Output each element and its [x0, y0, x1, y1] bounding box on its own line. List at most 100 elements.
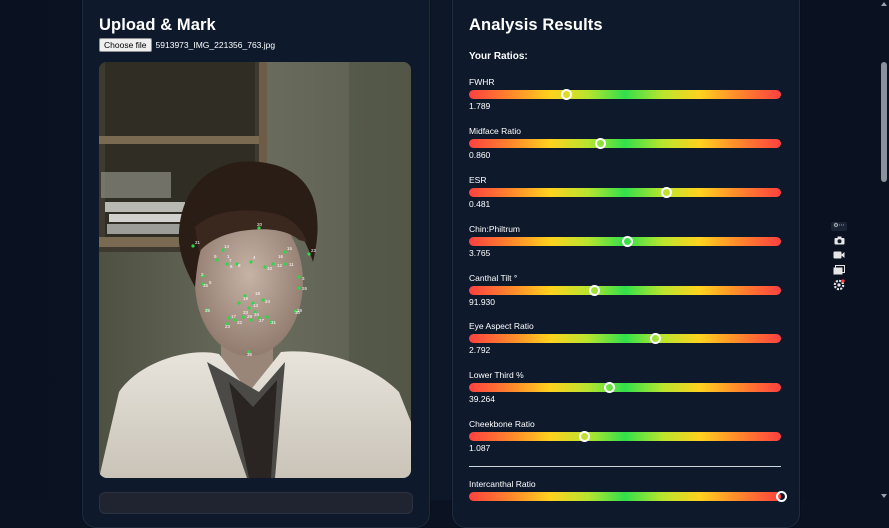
landmark-label: 2: [201, 272, 204, 277]
landmark-label: 3: [302, 276, 305, 281]
metric-midface-ratio: Midface Ratio 0.860: [469, 126, 781, 160]
metric-slider[interactable]: [469, 138, 781, 149]
landmark-label: 6: [230, 264, 233, 269]
metric-slider[interactable]: [469, 382, 781, 393]
landmark-label: 5: [209, 280, 212, 285]
landmark-label: 26: [302, 286, 308, 291]
metric-lower-third: Lower Third % 39.264: [469, 370, 781, 404]
divider: [469, 466, 781, 467]
slider-knob[interactable]: [595, 138, 607, 149]
metric-label: Canthal Tilt °: [469, 273, 518, 283]
metric-chin-philtrum: Chin:Philtrum 3.765: [469, 224, 781, 258]
landmark-label: 12: [277, 263, 283, 268]
uploaded-photo[interactable]: 20 21 14 15 16 22 9 8 7 6 4 11 12 1 10 2…: [99, 62, 411, 478]
metric-intercanthal-ratio: Intercanthal Ratio: [469, 479, 787, 502]
landmark-label: 8: [238, 263, 241, 268]
metric-label: Midface Ratio: [469, 126, 521, 136]
metric-value: 39.264: [469, 394, 495, 404]
metric-label: Intercanthal Ratio: [469, 479, 536, 489]
landmark-label: 29: [297, 308, 303, 313]
landmark-label: 15: [287, 246, 293, 251]
landmark-label: 35: [203, 283, 209, 288]
landmark-label: 22: [311, 248, 317, 253]
metric-slider[interactable]: [469, 187, 781, 198]
file-name: 5913973_IMG_221356_763.jpg: [155, 40, 276, 50]
landmark-label: 7: [229, 258, 232, 263]
metric-cheekbone-ratio: Cheekbone Ratio 1.087: [469, 419, 781, 453]
metric-value: 0.860: [469, 150, 491, 160]
slider-knob[interactable]: [604, 382, 616, 393]
metric-slider[interactable]: [469, 333, 781, 344]
landmark-label: 10: [267, 266, 273, 271]
landmark-label: 25: [205, 308, 211, 313]
landmark-label: 14: [224, 244, 230, 249]
page-scrollbar[interactable]: [879, 0, 889, 500]
metric-eye-aspect-ratio: Eye Aspect Ratio 2.792: [469, 321, 781, 355]
landmark-label: 23: [225, 324, 231, 329]
metric-slider[interactable]: [469, 431, 781, 442]
photo-canvas: 20 21 14 15 16 22 9 8 7 6 4 11 12 1 10 2…: [99, 62, 411, 478]
landmark-label: 24: [265, 299, 271, 304]
landmark-label: 9: [214, 254, 217, 259]
floating-toolbar: ⚙⋯: [831, 222, 847, 291]
metric-value: 91.930: [469, 297, 495, 307]
metric-value: 0.481: [469, 199, 491, 209]
camera-icon[interactable]: [832, 234, 846, 246]
next-section-card: [99, 492, 413, 514]
landmark-label: 31: [271, 320, 277, 325]
landmark-label: 16: [278, 254, 284, 259]
metric-value: 1.789: [469, 101, 491, 111]
landmark-label: 30: [295, 310, 301, 315]
metric-label: FWHR: [469, 77, 495, 87]
landmark-label: 32: [237, 320, 243, 325]
metric-esr: ESR 0.481: [469, 175, 781, 209]
landmark-label: 18: [255, 291, 261, 296]
metric-label: Cheekbone Ratio: [469, 419, 535, 429]
file-input[interactable]: Choose file 5913973_IMG_221356_763.jpg: [99, 38, 275, 52]
metric-value: 3.765: [469, 248, 491, 258]
landmark-label: 28: [247, 314, 253, 319]
scroll-down-icon[interactable]: [881, 494, 887, 498]
landmark-label: 27: [259, 318, 265, 323]
choose-file-button[interactable]: Choose file: [99, 38, 152, 52]
metric-label: ESR: [469, 175, 487, 185]
metric-canthal-tilt: Canthal Tilt ° 91.930: [469, 273, 781, 307]
scroll-up-icon[interactable]: [881, 2, 887, 6]
metric-value: 2.792: [469, 345, 491, 355]
metric-label: Eye Aspect Ratio: [469, 321, 534, 331]
slider-knob[interactable]: [588, 285, 600, 296]
landmark-label: 11: [289, 262, 294, 267]
ratios-heading: Your Ratios:: [469, 51, 528, 62]
metric-fwhr: FWHR 1.789: [469, 77, 781, 111]
landmark-label: 20: [257, 222, 263, 227]
slider-knob[interactable]: [649, 333, 661, 344]
metric-value: 1.087: [469, 443, 491, 453]
metric-label: Chin:Philtrum: [469, 224, 521, 234]
metric-slider[interactable]: [469, 89, 781, 100]
extension-icon[interactable]: ⚙⋯: [831, 222, 847, 231]
landmark-points: [191, 226, 311, 354]
landmark-label: 13: [253, 303, 259, 308]
slider-knob[interactable]: [776, 491, 787, 502]
metric-label: Lower Third %: [469, 370, 524, 380]
landmark-label: 36: [247, 352, 253, 357]
metric-slider[interactable]: [469, 285, 781, 296]
landmark-label: 33: [243, 310, 249, 315]
results-title: Analysis Results: [469, 16, 603, 34]
slider-knob[interactable]: [560, 89, 572, 100]
scroll-thumb[interactable]: [881, 62, 887, 182]
slider-knob[interactable]: [579, 431, 591, 442]
landmark-label: 17: [231, 314, 237, 319]
settings-icon[interactable]: [832, 279, 846, 291]
landmark-label: 34: [254, 312, 260, 317]
upload-title: Upload & Mark: [99, 16, 216, 34]
video-icon[interactable]: [832, 249, 846, 261]
landmark-label: 4: [253, 255, 256, 260]
landmark-label: 21: [195, 240, 201, 245]
landmark-label: 1: [227, 254, 230, 259]
slider-knob[interactable]: [660, 187, 672, 198]
landmark-labels: 20 21 14 15 16 22 9 8 7 6 4 11 12 1 10 2…: [195, 222, 317, 357]
windows-icon[interactable]: [832, 264, 846, 276]
slider-knob[interactable]: [621, 236, 633, 247]
metric-slider[interactable]: [469, 236, 781, 247]
